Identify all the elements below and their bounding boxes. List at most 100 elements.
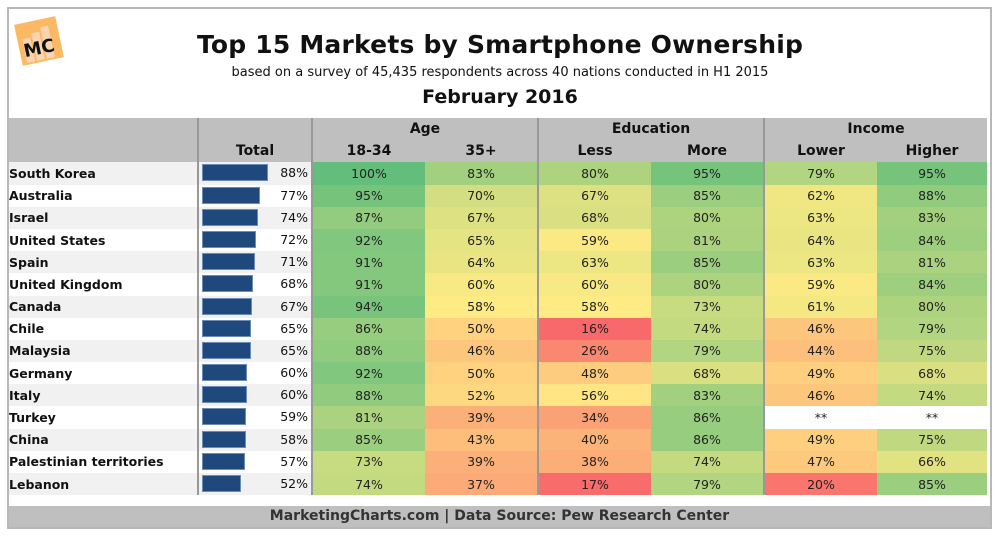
cell-higher: 74% bbox=[877, 384, 988, 407]
cell-less: 60% bbox=[537, 273, 652, 296]
chart-title: Top 15 Markets by Smartphone Ownership bbox=[196, 30, 804, 59]
total-group-header bbox=[197, 118, 313, 141]
cell-lower: 79% bbox=[763, 162, 878, 185]
cell-more: 83% bbox=[651, 384, 765, 407]
column-header-less: Less bbox=[537, 140, 652, 163]
total-cell: 72% bbox=[197, 228, 313, 252]
cell-higher: 81% bbox=[877, 251, 988, 274]
cell-more: 79% bbox=[651, 473, 765, 496]
cell-35-plus: 67% bbox=[425, 206, 539, 229]
cell-18-34: 87% bbox=[311, 206, 425, 229]
cell-more: 85% bbox=[651, 251, 765, 274]
column-header-18-34: 18-34 bbox=[312, 140, 425, 163]
total-bar bbox=[202, 364, 247, 382]
total-cell: 65% bbox=[197, 317, 313, 340]
cell-higher: 75% bbox=[877, 428, 988, 451]
education-group-header: Education bbox=[537, 118, 765, 141]
column-header-lower: Lower bbox=[763, 140, 878, 163]
total-cell: 77% bbox=[197, 184, 313, 207]
cell-more: 68% bbox=[651, 362, 765, 385]
chart-date: February 2016 bbox=[422, 86, 578, 108]
cell-18-34: 92% bbox=[311, 228, 425, 252]
country-label: United Kingdom bbox=[9, 273, 198, 296]
cell-18-34: 74% bbox=[311, 473, 425, 496]
cell-less: 63% bbox=[537, 251, 652, 274]
country-label: Chile bbox=[9, 317, 198, 340]
cell-35-plus: 39% bbox=[425, 406, 539, 429]
total-value-label: 88% bbox=[280, 165, 308, 181]
cell-higher: 85% bbox=[877, 473, 988, 496]
table-row: Australia 77% 95% 70% 67% 85% 62% 88% bbox=[9, 184, 988, 207]
total-value-label: 65% bbox=[280, 342, 308, 358]
total-value-label: 58% bbox=[280, 431, 308, 447]
cell-less: 68% bbox=[537, 206, 652, 229]
cell-more: 79% bbox=[651, 339, 765, 363]
table-row: Chile 65% 86% 50% 16% 74% 46% 79% bbox=[9, 317, 988, 340]
country-label: Palestinian territories bbox=[9, 450, 198, 473]
cell-lower: 46% bbox=[763, 384, 878, 407]
total-bar bbox=[202, 475, 241, 492]
total-cell: 60% bbox=[197, 362, 313, 385]
table-row: Germany 60% 92% 50% 48% 68% 49% 68% bbox=[9, 362, 988, 385]
total-value-label: 68% bbox=[280, 276, 308, 292]
total-cell: 67% bbox=[197, 295, 313, 318]
cell-18-34: 88% bbox=[311, 384, 425, 407]
cell-less: 58% bbox=[537, 295, 652, 318]
table-row: Canada 67% 94% 58% 58% 73% 61% 80% bbox=[9, 295, 988, 318]
cell-lower: 61% bbox=[763, 295, 878, 318]
cell-less: 59% bbox=[537, 228, 652, 252]
source-footer: MarketingCharts.com | Data Source: Pew R… bbox=[9, 506, 990, 527]
cell-higher: 80% bbox=[877, 295, 988, 318]
cell-less: 38% bbox=[537, 450, 652, 473]
cell-35-plus: 50% bbox=[425, 317, 539, 340]
marketingcharts-logo: MC bbox=[14, 16, 64, 66]
total-cell: 52% bbox=[197, 473, 313, 496]
table-row: China 58% 85% 43% 40% 86% 49% 75% bbox=[9, 428, 988, 451]
cell-higher: 68% bbox=[877, 362, 988, 385]
cell-less: 34% bbox=[537, 406, 652, 429]
cell-higher: 79% bbox=[877, 317, 988, 340]
chart-subtitle: based on a survey of 45,435 respondents … bbox=[231, 65, 769, 80]
cell-less: 48% bbox=[537, 362, 652, 385]
cell-lower: 64% bbox=[763, 228, 878, 252]
total-value-label: 77% bbox=[280, 187, 308, 203]
cell-less: 16% bbox=[537, 317, 652, 340]
total-value-label: 59% bbox=[280, 409, 308, 425]
country-label: Australia bbox=[9, 184, 198, 207]
country-header bbox=[9, 118, 198, 163]
cell-18-34: 86% bbox=[311, 317, 425, 340]
cell-lower: 62% bbox=[763, 184, 878, 207]
cell-lower: 46% bbox=[763, 317, 878, 340]
table-row: Lebanon 52% 74% 37% 17% 79% 20% 85% bbox=[9, 473, 988, 496]
cell-higher: 88% bbox=[877, 184, 988, 207]
total-cell: 74% bbox=[197, 206, 313, 229]
cell-18-34: 91% bbox=[311, 251, 425, 274]
cell-higher: 83% bbox=[877, 206, 988, 229]
country-label: China bbox=[9, 428, 198, 451]
total-bar bbox=[202, 230, 256, 248]
cell-lower: 59% bbox=[763, 273, 878, 296]
cell-35-plus: 46% bbox=[425, 339, 539, 363]
total-bar bbox=[202, 452, 245, 470]
cell-more: 85% bbox=[651, 184, 765, 207]
total-bar bbox=[202, 275, 253, 293]
total-bar bbox=[202, 297, 253, 315]
total-bar bbox=[202, 253, 256, 271]
total-value-label: 71% bbox=[280, 254, 308, 270]
total-bar bbox=[202, 386, 247, 404]
cell-less: 40% bbox=[537, 428, 652, 451]
cell-less: 67% bbox=[537, 184, 652, 207]
cell-more: 80% bbox=[651, 273, 765, 296]
total-bar bbox=[202, 408, 247, 426]
cell-35-plus: 52% bbox=[425, 384, 539, 407]
cell-lower: 63% bbox=[763, 251, 878, 274]
cell-18-34: 88% bbox=[311, 339, 425, 363]
cell-lower: 49% bbox=[763, 362, 878, 385]
cell-lower: ** bbox=[763, 406, 878, 429]
total-value-label: 60% bbox=[280, 365, 308, 381]
cell-more: 86% bbox=[651, 406, 765, 429]
cell-higher: 84% bbox=[877, 228, 988, 252]
cell-18-34: 100% bbox=[311, 162, 425, 185]
cell-35-plus: 50% bbox=[425, 362, 539, 385]
table-row: Palestinian territories 57% 73% 39% 38% 74% 47… bbox=[9, 450, 988, 473]
